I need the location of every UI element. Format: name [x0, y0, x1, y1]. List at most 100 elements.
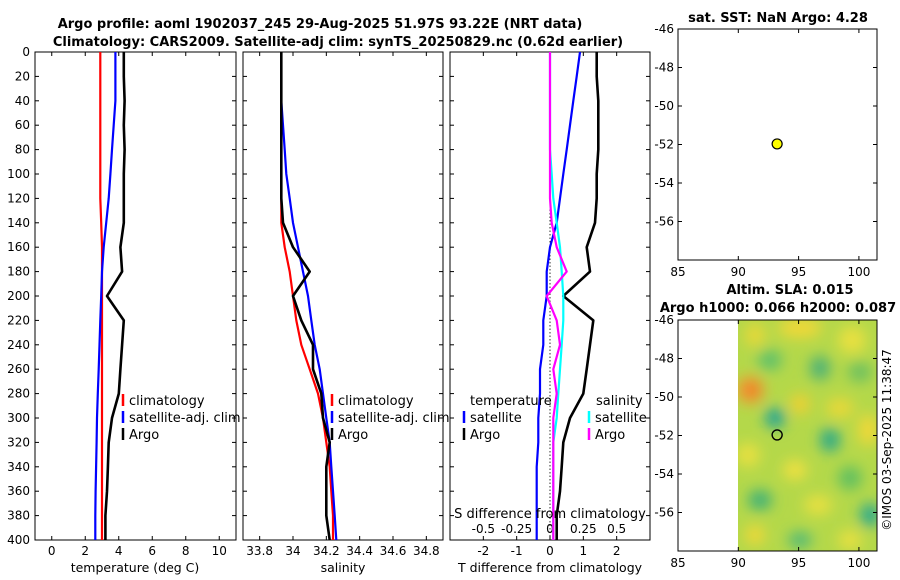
- lon-tick-label: 85: [670, 556, 685, 570]
- sst-map-lon-ticks: 85 90 95 100: [670, 29, 870, 279]
- depth-tick-label: 260: [7, 362, 30, 376]
- legend-label-satellite: satellite-adj. clim: [338, 411, 450, 426]
- depth-tick-label: 140: [7, 216, 30, 230]
- legend-label-climatology: climatology: [129, 394, 205, 409]
- lat-tick-label: -52: [654, 429, 674, 443]
- salinity-tick-labels: 33.8 34 34.2 34.4 34.6 34.8: [246, 544, 439, 558]
- x-tick-label: -1: [511, 544, 523, 558]
- s-difference-tick-labels: -0.5 -0.25 0 0.25 0.5: [472, 522, 627, 536]
- x-tick-label: 6: [148, 544, 156, 558]
- lat-tick-label: -48: [654, 61, 674, 75]
- t-difference-tick-labels: -2 -1 0 1 2: [477, 544, 620, 558]
- difference-series: [450, 51, 650, 541]
- x-tick-label: 0: [546, 544, 554, 558]
- s-tick-label: 0.25: [570, 522, 597, 536]
- legend-title-salinity: salinity: [596, 394, 643, 409]
- depth-tick-label: 280: [7, 387, 30, 401]
- depth-tick-label: 200: [7, 289, 30, 303]
- x-tick-label: 34.2: [313, 544, 340, 558]
- x-tick-label: 34.6: [380, 544, 407, 558]
- lat-tick-label: -46: [654, 22, 674, 36]
- x-tick-label: 34.8: [413, 544, 440, 558]
- depth-tick-label: 380: [7, 509, 30, 523]
- depth-tick-label: 60: [15, 118, 30, 132]
- temperature-legend: climatology satellite-adj. clim Argo: [121, 394, 241, 443]
- lat-tick-label: -46: [654, 313, 674, 327]
- series-line-t-satellite: [535, 51, 582, 540]
- legend-label-argo: Argo: [338, 428, 368, 443]
- difference-panel: -2 -1 0 1 2 -0.5 -0.25 0 0.25 0.5 T difference f…: [449, 51, 651, 575]
- series-line-argo: [279, 52, 332, 541]
- depth-tick-label: 320: [7, 435, 30, 449]
- legend-label-s-argo: Argo: [595, 428, 625, 443]
- depth-tick-label: 220: [7, 313, 30, 327]
- lat-tick-label: -56: [654, 215, 674, 229]
- depth-tick-label: 40: [15, 94, 30, 108]
- salinity-legend: climatology satellite-adj. clim Argo: [330, 394, 450, 443]
- depth-tick-label: 300: [7, 411, 30, 425]
- lat-tick-label: -52: [654, 138, 674, 152]
- x-tick-label: 1: [580, 544, 588, 558]
- series-line-satellite-adj-clim: [94, 52, 117, 540]
- sst-map-lat-ticks: -46 -48 -50 -52 -54 -56: [654, 22, 877, 229]
- legend-label-t-satellite: satellite: [470, 411, 522, 426]
- depth-tick-labels: 0 20 40 60 80 100 120 140 160 180 200 220 240 260 280 3…: [7, 45, 30, 547]
- sla-map-title-line2: Argo h1000: 0.066 h2000: 0.087: [660, 301, 896, 316]
- x-tick-label: 10: [212, 544, 227, 558]
- temperature-panel: 0204060801001201401601802002202402602803…: [7, 45, 241, 575]
- copyright-stamp: ©IMOS 03-Sep-2025 11:38:47: [880, 349, 894, 531]
- lat-tick-label: -56: [654, 506, 674, 520]
- salinity-series: [243, 51, 443, 541]
- salinity-xlabel: salinity: [321, 560, 366, 575]
- figure-title-line1: Argo profile: aoml 1902037_245 29-Aug-20…: [58, 17, 583, 32]
- legend-label-climatology: climatology: [338, 394, 414, 409]
- x-tick-label: 8: [182, 544, 190, 558]
- sla-map-title-line1: Altim. SLA: 0.015: [727, 283, 854, 298]
- x-tick-label: -2: [477, 544, 489, 558]
- temperature-xlabel: temperature (deg C): [71, 560, 200, 575]
- x-tick-label: 34.4: [346, 544, 373, 558]
- x-tick-label: 33.8: [246, 544, 273, 558]
- depth-tick-label: 120: [7, 191, 30, 205]
- legend-label-satellite: satellite-adj. clim: [129, 411, 241, 426]
- argo-position-marker: [771, 429, 783, 441]
- x-tick-label: 34: [285, 544, 300, 558]
- lon-tick-label: 90: [731, 265, 746, 279]
- s-tick-label: -0.5: [472, 522, 495, 536]
- salinity-axes-box: [242, 51, 444, 541]
- x-tick-label: 2: [613, 544, 621, 558]
- x-tick-label: 0: [48, 544, 56, 558]
- lon-tick-label: 100: [847, 556, 870, 570]
- lon-tick-label: 85: [670, 265, 685, 279]
- x-tick-label: 2: [81, 544, 89, 558]
- depth-tick-label: 80: [15, 143, 30, 157]
- depth-tick-label: 360: [7, 484, 30, 498]
- depth-tick-label: 100: [7, 167, 30, 181]
- sla-map-lon-ticks: 85 90 95 100: [670, 320, 870, 570]
- sla-map: Altim. SLA: 0.015 Argo h1000: 0.066 h200…: [654, 283, 896, 570]
- sla-map-lat-ticks: -46 -48 -50 -52 -54 -56: [654, 313, 877, 520]
- series-line-argo: [104, 52, 126, 540]
- lat-tick-label: -54: [654, 467, 674, 481]
- depth-tick-label: 0: [22, 45, 30, 59]
- depth-tick-label: 340: [7, 460, 30, 474]
- series-line-s-argo: [545, 52, 568, 540]
- sst-map-title: sat. SST: NaN Argo: 4.28: [688, 11, 868, 26]
- difference-legend: temperature satellite Argo salinity sate…: [462, 394, 647, 443]
- series-line-satellite-adj-clim: [280, 52, 338, 541]
- argo-position-marker: [771, 138, 783, 150]
- s-tick-label: -0.25: [501, 522, 532, 536]
- lat-tick-label: -48: [654, 352, 674, 366]
- temperature-tick-labels: 0 2 4 6 8 10: [48, 544, 227, 558]
- lon-tick-label: 90: [731, 556, 746, 570]
- lon-tick-label: 100: [847, 265, 870, 279]
- temperature-series: [35, 51, 236, 541]
- sst-map: sat. SST: NaN Argo: 4.28 -46 -48 -50 -52 -54…: [654, 11, 878, 279]
- depth-tick-label: 180: [7, 265, 30, 279]
- sla-field: [738, 320, 877, 551]
- depth-tick-label: 160: [7, 240, 30, 254]
- x-tick-label: 4: [115, 544, 123, 558]
- s-difference-label: S difference from climatology: [454, 507, 646, 522]
- lon-tick-label: 95: [791, 265, 806, 279]
